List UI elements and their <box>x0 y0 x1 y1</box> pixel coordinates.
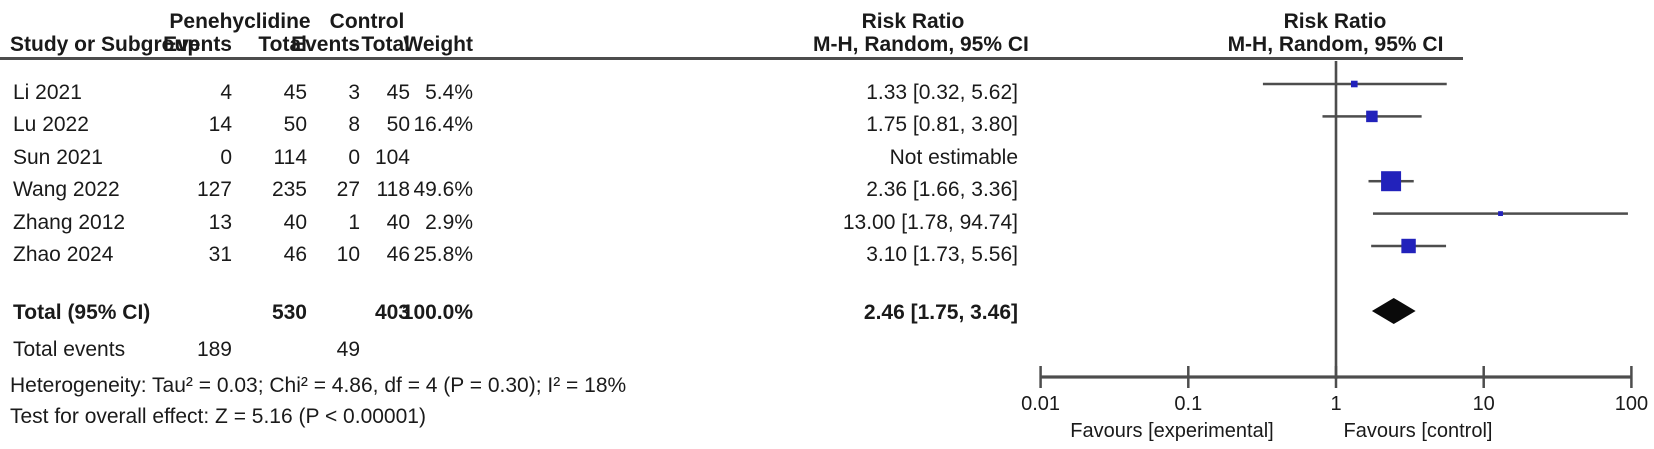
total1-value: 235 <box>271 178 307 201</box>
study-label: Wang 2022 <box>13 178 120 201</box>
events2-value: 0 <box>348 146 360 169</box>
weight-value: 2.9% <box>425 211 473 234</box>
events2-value: 3 <box>348 81 360 104</box>
rr-estimate: 13.00 [1.78, 94.74] <box>842 211 1018 234</box>
axis-tick <box>1187 366 1190 388</box>
total1-value: 40 <box>283 211 307 234</box>
effect-square <box>1366 110 1378 123</box>
header-divider <box>0 57 1463 60</box>
total1-value: 45 <box>283 81 307 104</box>
total2-value: 104 <box>374 146 410 169</box>
rr-column-subheader: M-H, Random, 95% CI <box>813 33 1029 56</box>
events2-value: 8 <box>348 113 360 136</box>
axis-tick-label: 100 <box>1615 393 1648 415</box>
events1-value: 14 <box>208 113 232 136</box>
study-column-header: Study or Subgroup <box>10 33 201 56</box>
effect-square <box>1498 211 1503 217</box>
events2-value: 10 <box>336 243 360 266</box>
total1-column-header: Total <box>258 33 307 56</box>
axis-tick <box>1630 366 1633 388</box>
rr-estimate: 1.33 [0.32, 5.62] <box>866 81 1018 104</box>
rr-estimate: Not estimable <box>889 146 1018 169</box>
study-label: Lu 2022 <box>13 113 89 136</box>
total2-column-header: Total <box>361 33 410 56</box>
rr-estimate: 1.75 [0.81, 3.80] <box>866 113 1018 136</box>
weight-value: 16.4% <box>413 113 473 136</box>
events1-column-header: Events <box>163 33 232 56</box>
total-events-group1: 189 <box>196 338 232 361</box>
events1-value: 13 <box>208 211 232 234</box>
total2-value: 50 <box>386 113 410 136</box>
plot-title: Risk Ratio <box>1283 10 1387 33</box>
rr-estimate: 3.10 [1.73, 5.56] <box>866 243 1018 266</box>
weight-value: 49.6% <box>413 178 473 201</box>
weight-value: 5.4% <box>425 81 473 104</box>
events2-column-header: Events <box>291 33 360 56</box>
rr-estimate: 2.36 [1.66, 3.36] <box>866 178 1018 201</box>
axis-tick-label: 10 <box>1473 393 1495 415</box>
axis-tick-label: 0.01 <box>1021 393 1060 415</box>
study-label: Sun 2021 <box>13 146 103 169</box>
axis-tick <box>1334 366 1338 388</box>
events1-value: 31 <box>208 243 232 266</box>
rr-column-title: Risk Ratio <box>861 10 965 33</box>
axis-tick-label: 0.1 <box>1174 393 1202 415</box>
total-events-group2: 49 <box>336 338 360 361</box>
study-label: Zhang 2012 <box>13 211 126 234</box>
heterogeneity-stats: Heterogeneity: Tau² = 0.03; Chi² = 4.86,… <box>10 374 627 397</box>
axis-tick-label: 1 <box>1330 393 1341 415</box>
effect-square <box>1401 238 1416 254</box>
total2-value: 403 <box>374 301 410 324</box>
axis-tick <box>1039 366 1042 388</box>
group1-header: Penehyclidine <box>169 10 311 33</box>
total1-value: 50 <box>283 113 307 136</box>
total1-value: 530 <box>271 301 307 324</box>
total2-value: 40 <box>386 211 410 234</box>
effect-square <box>1350 80 1358 88</box>
total1-value: 114 <box>273 146 307 169</box>
plot-subheader: M-H, Random, 95% CI <box>1227 33 1444 56</box>
total1-value: 46 <box>283 243 307 266</box>
total-row-label: Total (95% CI) <box>13 301 151 324</box>
total-events-label: Total events <box>13 338 126 361</box>
events2-value: 1 <box>348 211 360 234</box>
total2-value: 45 <box>386 81 410 104</box>
total-rr-estimate: 2.46 [1.75, 3.46] <box>863 301 1018 324</box>
axis-tick <box>1482 366 1485 388</box>
favours-experimental-label: Favours [experimental] <box>1070 420 1273 442</box>
weight-column-header: Weight <box>403 33 473 56</box>
weight-value: 25.8% <box>413 243 473 266</box>
total2-value: 118 <box>376 178 410 201</box>
total-weight: 100.0% <box>401 301 473 324</box>
overall-effect-test: Test for overall effect: Z = 5.16 (P < 0… <box>10 405 426 428</box>
events1-value: 127 <box>196 178 232 201</box>
study-label: Zhao 2024 <box>13 243 114 266</box>
group2-header: Control <box>329 10 405 33</box>
events2-value: 27 <box>336 178 360 201</box>
summary-diamond <box>1371 298 1416 324</box>
events1-value: 4 <box>220 81 232 104</box>
no-effect-line <box>1334 61 1338 379</box>
effect-square <box>1381 171 1402 192</box>
study-label: Li 2021 <box>13 81 82 104</box>
events1-value: 0 <box>220 146 232 169</box>
total2-value: 46 <box>386 243 410 266</box>
favours-control-label: Favours [control] <box>1344 420 1493 442</box>
